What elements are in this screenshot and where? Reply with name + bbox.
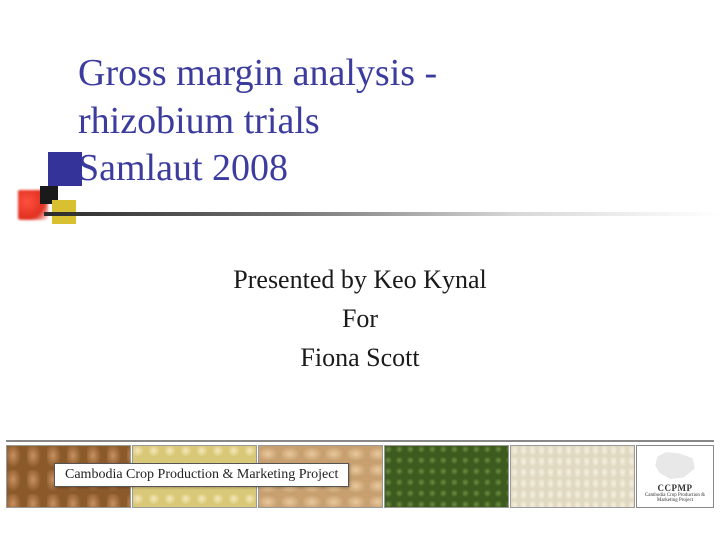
- title-line-1: Gross margin analysis -: [78, 50, 680, 98]
- title-block: Gross margin analysis - rhizobium trials…: [78, 50, 680, 193]
- cambodia-map-icon: [653, 451, 697, 481]
- horizontal-rule: [44, 212, 720, 216]
- author-line: Fiona Scott: [0, 338, 720, 377]
- title-line-2: rhizobium trials: [78, 98, 680, 146]
- accent-square-blue: [48, 152, 82, 186]
- slide: Gross margin analysis - rhizobium trials…: [0, 0, 720, 540]
- for-line: For: [0, 299, 720, 338]
- footer-strip: CCPMP Cambodia Crop Production & Marketi…: [6, 440, 714, 508]
- logo-caption: Cambodia Crop Production & Marketing Pro…: [637, 493, 713, 503]
- logo-acronym: CCPMP: [658, 483, 693, 493]
- divider: [0, 198, 720, 238]
- crop-tile-sesame: [510, 445, 635, 508]
- crop-tile-mung: [384, 445, 509, 508]
- logo-tile: CCPMP Cambodia Crop Production & Marketi…: [636, 445, 714, 508]
- project-banner: Cambodia Crop Production & Marketing Pro…: [54, 463, 349, 487]
- subtitle-block: Presented by Keo Kynal For Fiona Scott: [0, 260, 720, 377]
- presenter-line: Presented by Keo Kynal: [0, 260, 720, 299]
- title-line-3: Samlaut 2008: [78, 145, 680, 193]
